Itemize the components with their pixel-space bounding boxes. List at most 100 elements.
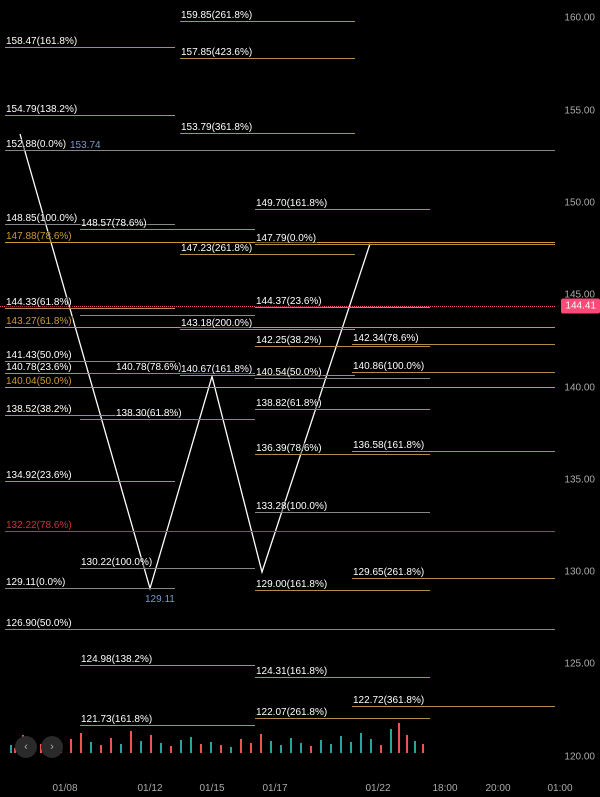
fib-line[interactable] [255, 718, 430, 719]
fib-label: 143.27(61.8%) [5, 316, 73, 327]
fib-line[interactable] [5, 531, 555, 532]
volume-bar [330, 744, 332, 753]
fib-line[interactable] [80, 568, 255, 569]
fib-label: 138.52(38.2%) [5, 404, 73, 415]
fib-label: 153.79(361.8%) [180, 122, 253, 133]
fib-line[interactable] [180, 329, 355, 330]
fib-line[interactable] [180, 254, 355, 255]
fib-line[interactable] [255, 209, 430, 210]
fib-label: 136.58(161.8%) [352, 440, 425, 451]
x-tick-label: 01/15 [199, 783, 224, 794]
fib-line[interactable] [352, 578, 555, 579]
volume-bar [300, 743, 302, 753]
fib-line[interactable] [5, 588, 175, 589]
fib-label: 126.90(50.0%) [5, 618, 73, 629]
x-tick-label: 01/12 [137, 783, 162, 794]
fib-line[interactable] [5, 308, 175, 309]
fib-line[interactable] [352, 451, 555, 452]
fib-line[interactable] [255, 409, 430, 410]
fib-line[interactable] [352, 706, 555, 707]
volume-bar [414, 741, 416, 753]
volume-bar [380, 745, 382, 753]
fib-line[interactable] [5, 150, 555, 151]
fib-line[interactable] [5, 115, 175, 116]
fib-label: 129.11(0.0%) [5, 577, 66, 588]
fib-line[interactable] [255, 378, 430, 379]
fib-label: 140.54(50.0%) [255, 367, 323, 378]
volume-bar [10, 745, 12, 753]
x-axis: 01/0801/1201/1501/1701/2218:0020:0001:00 [0, 775, 555, 797]
volume-bar [320, 740, 322, 753]
volume-bar [70, 739, 72, 753]
fib-label: 149.70(161.8%) [255, 198, 328, 209]
y-tick-label: 120.00 [564, 751, 595, 762]
fib-line[interactable] [80, 229, 255, 230]
fib-line[interactable] [255, 512, 430, 513]
fib-label: 148.85(100.0%) [5, 213, 78, 224]
fib-label: 140.78(23.6%) [5, 362, 73, 373]
current-price-badge: 144.41 [561, 299, 600, 314]
fib-line[interactable] [80, 725, 255, 726]
fib-line[interactable] [80, 665, 255, 666]
x-tick-label: 20:00 [485, 783, 510, 794]
fib-label: 124.98(138.2%) [80, 654, 153, 665]
nav-prev-button[interactable]: ‹ [15, 736, 37, 758]
plot-area[interactable]: 159.85(261.8%)158.47(161.8%)157.85(423.6… [0, 0, 555, 775]
y-tick-label: 130.00 [564, 567, 595, 578]
volume-bar [240, 739, 242, 753]
fib-line[interactable] [352, 372, 555, 373]
fib-line[interactable] [255, 454, 430, 455]
volume-bar [90, 742, 92, 753]
volume-bar [80, 733, 82, 753]
swing-point-label: 129.11 [145, 594, 175, 605]
volume-bar [230, 747, 232, 753]
volume-bar [360, 733, 362, 753]
fib-label: 122.72(361.8%) [352, 695, 425, 706]
volume-bar [390, 729, 392, 753]
fib-label: 141.43(50.0%) [5, 350, 73, 361]
fib-line[interactable] [255, 346, 430, 347]
fib-label: 133.28(100.0%) [255, 501, 328, 512]
chart-container: 159.85(261.8%)158.47(161.8%)157.85(423.6… [0, 0, 600, 797]
fib-line[interactable] [80, 315, 255, 316]
volume-bar [370, 739, 372, 753]
fib-line[interactable] [255, 677, 430, 678]
volume-bar [130, 731, 132, 753]
fib-line[interactable] [5, 47, 175, 48]
y-tick-label: 150.00 [564, 197, 595, 208]
nav-buttons: ‹ › [15, 736, 63, 758]
fib-label: 147.23(261.8%) [180, 243, 253, 254]
volume-bar [260, 734, 262, 753]
fib-label: 152.88(0.0%) [5, 139, 67, 150]
volume-bar [210, 742, 212, 753]
fib-label: 158.47(161.8%) [5, 36, 78, 47]
y-tick-label: 125.00 [564, 659, 595, 670]
fib-label: 140.86(100.0%) [352, 361, 425, 372]
fib-line[interactable] [5, 481, 175, 482]
fib-label: 148.57(78.6%) [80, 218, 148, 229]
fib-line[interactable] [5, 629, 555, 630]
fib-line[interactable] [255, 307, 430, 308]
fib-line[interactable] [255, 590, 430, 591]
volume-bar [150, 735, 152, 753]
fib-line[interactable] [180, 133, 355, 134]
fib-label: 143.18(200.0%) [180, 318, 253, 329]
fib-label: 147.88(78.6%) [5, 231, 73, 242]
fib-label: 140.67(161.8%) [180, 364, 253, 375]
fib-line[interactable] [180, 21, 355, 22]
volume-bar [310, 746, 312, 753]
fib-line[interactable] [5, 387, 555, 388]
volume-bar [110, 738, 112, 753]
nav-next-button[interactable]: › [41, 736, 63, 758]
fib-label: 134.92(23.6%) [5, 470, 73, 481]
volume-bar [340, 736, 342, 753]
fib-label: 122.07(261.8%) [255, 707, 328, 718]
y-tick-label: 135.00 [564, 474, 595, 485]
fib-line[interactable] [80, 419, 255, 420]
fib-label: 144.33(61.8%) [5, 297, 73, 308]
volume-bar [422, 744, 424, 753]
fib-line[interactable] [255, 244, 555, 245]
fib-label: 136.39(78.6%) [255, 443, 323, 454]
fib-line[interactable] [180, 58, 355, 59]
volume-bar [350, 742, 352, 753]
